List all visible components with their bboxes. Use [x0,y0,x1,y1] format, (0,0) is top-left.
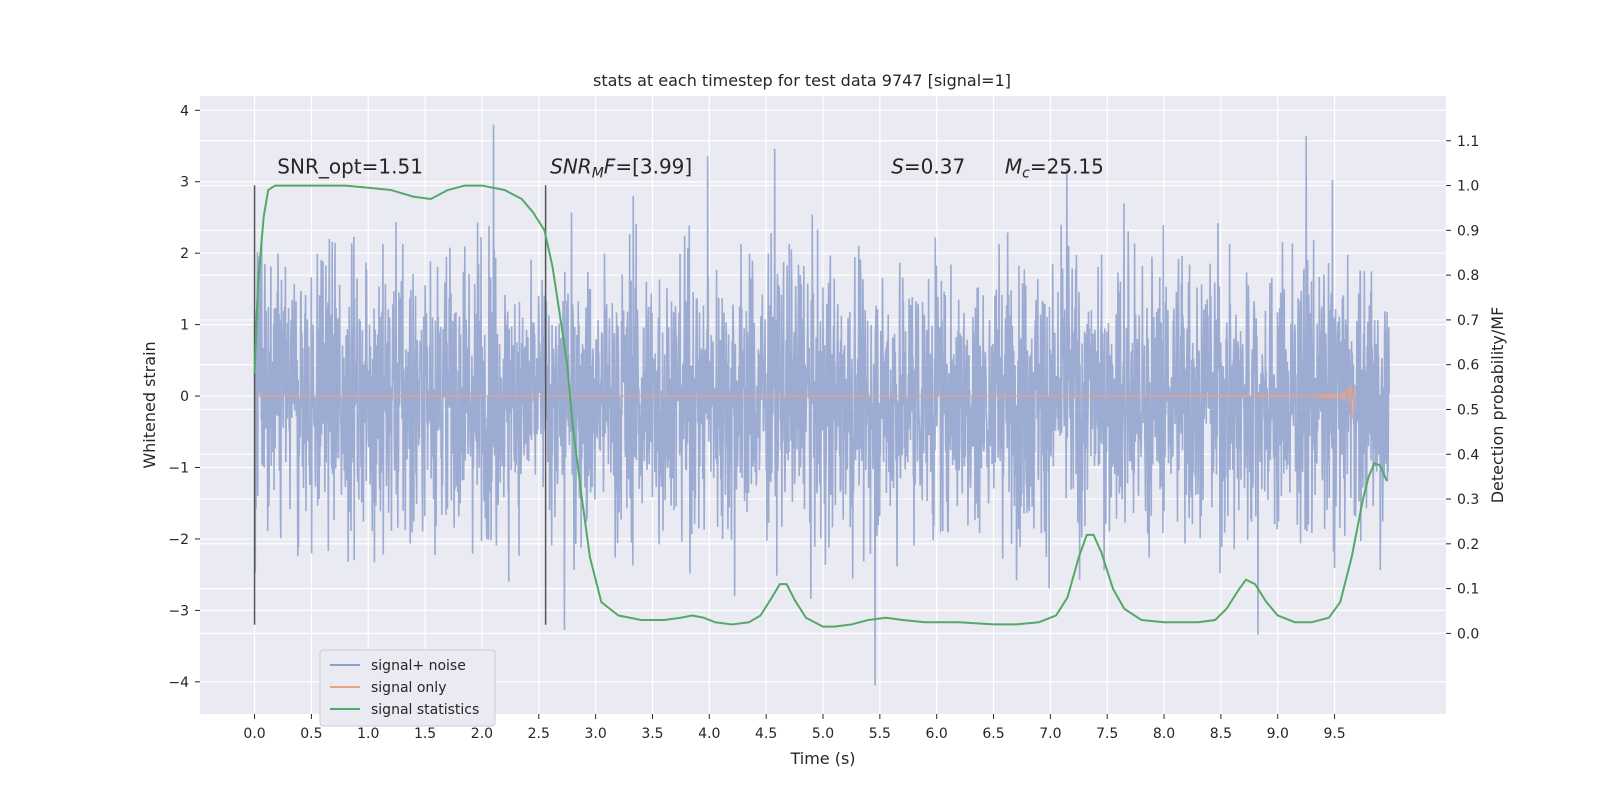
x-tick-label: 1.5 [414,726,436,742]
legend-box [319,649,496,727]
chart-title: stats at each timestep for test data 974… [593,71,1011,90]
y-tick-label: −3 [168,603,189,619]
y-tick-label: 4 [180,103,189,119]
legend: signal+ noise signal only signal statist… [319,649,496,727]
annotation-snr-mf: SNRMF=[3.99] [550,155,692,182]
annotations: SNR_opt=1.51 SNRMF=[3.99] S=0.37 Mc=25.1… [277,155,1104,182]
y-axis-left: −4 −3 −2 −1 0 1 2 3 4 [168,103,200,691]
y2-tick-label: 0.0 [1457,626,1479,642]
legend-label-noise: signal+ noise [371,658,466,674]
series-signal-statistics [253,184,1388,628]
annotation-mc: Mc=25.15 [1005,155,1104,182]
y2-tick-label: 0.2 [1457,537,1479,553]
legend-label-stat: signal statistics [371,702,479,718]
marker-lines [253,185,547,625]
x-tick-label: 2.5 [528,726,550,742]
x-tick-label: 3.5 [641,726,663,742]
y2-tick-label: 0.3 [1457,492,1479,508]
x-tick-label: 5.0 [812,726,834,742]
annotation-snr-opt: SNR_opt=1.51 [277,155,423,179]
legend-label-signal: signal only [371,680,446,696]
x-tick-label: 4.5 [755,726,777,742]
y2-tick-label: 0.8 [1457,268,1479,284]
x-tick-label: 3.0 [584,726,606,742]
y2-tick-label: 1.1 [1457,134,1479,150]
x-axis: 0.0 0.5 1.0 1.5 2.0 2.5 3.0 3.5 4.0 4.5 5.0 5.5 6.0 6… [243,714,1346,742]
y2-tick-label: 1.0 [1457,179,1479,195]
series-signal-noise [253,124,1390,686]
x-tick-label: 9.5 [1323,726,1345,742]
y2-tick-label: 0.6 [1457,358,1479,374]
series-stat-line [253,184,1388,628]
x-tick-label: 4.0 [698,726,720,742]
x-axis-label: Time (s) [789,749,855,768]
y-tick-label: 3 [180,175,189,191]
y-tick-label: −4 [168,675,189,691]
x-tick-label: 2.0 [471,726,493,742]
x-tick-label: 0.0 [243,726,265,742]
y2-tick-label: 0.1 [1457,582,1479,598]
y2-tick-label: 0.4 [1457,447,1479,463]
x-tick-label: 7.0 [1039,726,1061,742]
y-axis-label: Whitened strain [140,341,159,468]
y2-axis-label: Detection probability/MF [1488,307,1507,504]
x-tick-label: 6.0 [926,726,948,742]
series-signal-line [254,385,1356,420]
series-noise-line [253,124,1390,686]
y2-tick-label: 0.5 [1457,402,1479,418]
x-tick-label: 9.0 [1267,726,1289,742]
x-tick-label: 7.5 [1096,726,1118,742]
y-tick-label: 2 [180,246,189,262]
x-tick-label: 1.0 [357,726,379,742]
y2-tick-label: 0.9 [1457,223,1479,239]
y-tick-label: −1 [168,461,189,477]
x-tick-label: 6.5 [982,726,1004,742]
series-signal-only [254,385,1356,420]
x-tick-label: 8.0 [1153,726,1175,742]
y2-tick-label: 0.7 [1457,313,1479,329]
y-tick-label: −2 [168,532,189,548]
y-tick-label: 0 [180,389,189,405]
y-axis-right: 0.0 0.1 0.2 0.3 0.4 0.5 0.6 0.7 0.8 0.9 1.0 1.1 [1446,134,1479,642]
y-tick-label: 1 [180,318,189,334]
x-tick-label: 8.5 [1210,726,1232,742]
x-tick-label: 0.5 [300,726,322,742]
annotation-s: S=0.37 [891,155,965,179]
x-tick-label: 5.5 [869,726,891,742]
